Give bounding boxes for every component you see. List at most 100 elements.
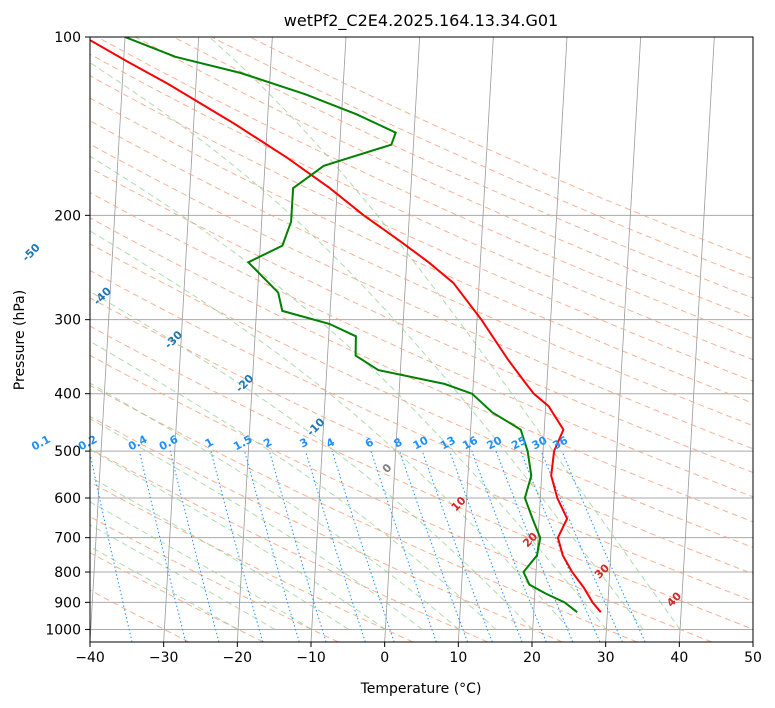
moist-adiabat-line xyxy=(90,230,570,630)
moist-adiabat-line xyxy=(90,501,312,630)
y-tick-label: 400 xyxy=(54,387,81,403)
moist-adiabat-line xyxy=(90,340,497,630)
profiles xyxy=(90,37,602,613)
mixing-ratio-label: 1 xyxy=(203,435,216,450)
mixing-ratio-label: 20 xyxy=(485,434,505,453)
background-lines xyxy=(90,37,753,642)
mixing-ratio-label: 16 xyxy=(460,434,480,453)
dry-adiabat-line xyxy=(90,192,753,498)
y-tick-label: 300 xyxy=(54,313,81,329)
mixing-ratio-line xyxy=(399,450,468,642)
x-tick-label: 20 xyxy=(523,650,541,666)
isotherm-line xyxy=(678,37,715,642)
dry-adiabat-line xyxy=(90,325,753,630)
y-tick-label: 100 xyxy=(54,30,81,46)
y-axis-label: Pressure (hPa) xyxy=(12,290,28,390)
x-tick-label: 50 xyxy=(744,650,762,666)
dewpoint-line xyxy=(124,37,578,613)
x-tick-label: 0 xyxy=(380,650,389,666)
isotherm-line xyxy=(457,37,494,642)
y-tick-label: 1000 xyxy=(45,622,81,638)
mixing-ratio-label: 2 xyxy=(261,435,274,450)
mixing-ratio-line xyxy=(169,450,220,642)
dry-adiabat-line xyxy=(90,297,753,602)
mixing-ratio-line xyxy=(90,451,133,642)
mixing-ratio-label: 10 xyxy=(411,434,431,453)
dry-adiabat-line xyxy=(90,415,563,642)
isotherm-line xyxy=(163,37,200,642)
mixing-ratio-line xyxy=(540,450,623,642)
x-axis-label: Temperature (°C) xyxy=(360,681,482,697)
mixing-ratio-line xyxy=(561,450,646,642)
mixing-ratio-line xyxy=(305,450,366,642)
mixing-ratio-line xyxy=(421,450,493,642)
mixing-ratio-line xyxy=(370,450,437,642)
axis-ticks: −40 −30 −20 −10 0 10 20 30 40 5010020030040050060… xyxy=(45,30,762,666)
mixing-ratio-line xyxy=(331,450,395,642)
moist-adiabat-line xyxy=(90,62,644,630)
temperature-line xyxy=(90,38,602,613)
mixing-ratio-label: 0.1 xyxy=(29,433,52,454)
dry-adiabat-line xyxy=(135,37,753,319)
isotherm-line xyxy=(384,37,421,642)
dry-adiabat-line xyxy=(90,167,753,474)
moist-adiabat-line xyxy=(90,382,460,630)
mixing-ratio-label: 25 xyxy=(509,434,529,453)
mixing-ratio-line xyxy=(210,450,264,642)
dry-adiabat-line xyxy=(96,37,753,340)
mixing-ratio-label: 6 xyxy=(363,435,376,450)
isotherm-line xyxy=(752,635,753,642)
x-tick-label: 30 xyxy=(597,650,615,666)
dry-adiabat-line xyxy=(90,354,712,642)
mixing-ratio-label: 0.4 xyxy=(126,433,150,454)
isotherm-line xyxy=(236,37,273,642)
moist-adiabat-line xyxy=(90,155,607,630)
mixing-ratio-label: 1.5 xyxy=(231,433,254,454)
y-tick-label: 700 xyxy=(54,531,81,547)
mixing-ratio-label: 30 xyxy=(530,434,550,453)
dry-adiabat-line xyxy=(90,243,753,549)
mixing-ratio-label: 4 xyxy=(324,435,337,450)
isotherm-line xyxy=(531,37,568,642)
dry-adiabat-line xyxy=(90,448,488,642)
mixing-ratio-label: 36 xyxy=(550,434,570,453)
y-tick-label: 200 xyxy=(54,208,81,224)
dry-adiabat-line xyxy=(90,97,753,404)
dry-adiabat-line xyxy=(90,552,264,642)
isotherm-line xyxy=(90,37,126,642)
moist-adiabat-line xyxy=(90,448,386,630)
dry-adiabat-line xyxy=(90,269,753,575)
mixing-ratio-label: 13 xyxy=(438,434,458,453)
chart-title: wetPf2_C2E4.2025.164.13.34.G01 xyxy=(284,11,558,31)
mixing-ratio-line xyxy=(138,450,187,642)
y-tick-label: 800 xyxy=(54,565,81,581)
isotherm-line xyxy=(605,37,642,642)
x-tick-label: 10 xyxy=(449,650,467,666)
moist-adiabat-line xyxy=(90,546,239,630)
x-tick-label: −20 xyxy=(223,650,253,666)
x-tick-label: −30 xyxy=(149,650,179,666)
x-tick-label: −10 xyxy=(296,650,326,666)
moist-adiabat-line xyxy=(90,418,423,630)
isotherm-label: 0 xyxy=(380,461,395,476)
mixing-ratio-line xyxy=(244,450,300,642)
mixing-ratio-line xyxy=(495,450,574,642)
dry-adiabat-line xyxy=(90,481,414,642)
moist-adiabat-line xyxy=(208,37,681,630)
x-tick-label: −40 xyxy=(75,650,105,666)
dry-adiabat-line xyxy=(211,37,753,279)
mixing-ratio-line xyxy=(268,450,327,642)
dry-adiabat-line xyxy=(90,384,638,642)
isotherm-label: -50 xyxy=(20,241,43,264)
mixing-ratio-line xyxy=(449,450,523,642)
y-tick-label: 600 xyxy=(54,491,81,507)
dry-adiabat-line xyxy=(90,75,753,382)
mixing-ratio-line xyxy=(471,450,547,642)
plot-frame xyxy=(89,36,754,643)
dry-adiabat-line xyxy=(90,589,190,642)
x-tick-label: 40 xyxy=(670,650,688,666)
y-tick-label: 500 xyxy=(54,444,81,460)
y-tick-label: 900 xyxy=(54,595,81,611)
mixing-ratio-label: 0.6 xyxy=(157,433,181,454)
